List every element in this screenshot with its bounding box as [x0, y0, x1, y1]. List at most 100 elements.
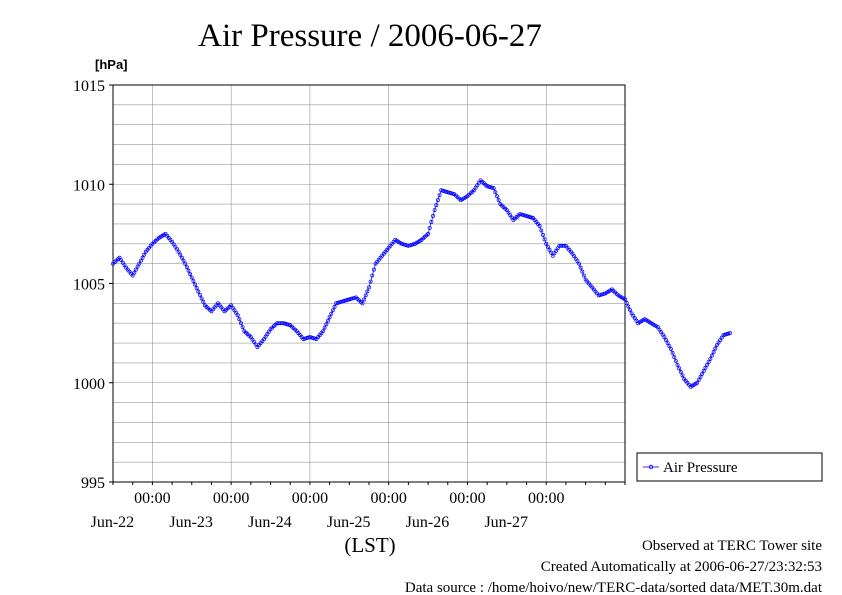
footer-site: Observed at TERC Tower site: [642, 538, 822, 554]
data-point: [710, 353, 714, 358]
data-point: [577, 261, 582, 266]
data-point: [680, 373, 685, 378]
data-point: [711, 350, 716, 354]
x-tick-date-label: Jun-27: [484, 514, 528, 531]
data-point: [324, 322, 329, 327]
data-point: [562, 243, 567, 248]
y-tick-label: 995: [81, 475, 105, 492]
data-point: [444, 189, 449, 194]
y-axis-unit: [hPa]: [95, 57, 128, 72]
data-point: [728, 331, 732, 336]
legend: Air Pressure: [636, 452, 823, 482]
data-point: [429, 220, 434, 224]
data-point: [522, 213, 527, 218]
data-point: [186, 268, 191, 273]
data-point: [189, 275, 194, 280]
data-point: [360, 301, 365, 306]
data-point: [371, 267, 376, 272]
data-point: [368, 279, 373, 284]
y-tick-label: 1000: [73, 376, 105, 393]
x-axis: 00:00Jun-2200:00Jun-2300:00Jun-2400:00Ju…: [91, 482, 626, 531]
data-point: [411, 242, 416, 247]
data-point: [406, 243, 411, 248]
x-tick-date-label: Jun-22: [91, 514, 135, 531]
x-tick-date-label: Jun-23: [169, 514, 213, 531]
data-point: [542, 237, 547, 242]
data-point: [350, 296, 355, 301]
footer-source: Data source : /home/hoivo/new/TERC-data/…: [405, 580, 823, 595]
data-point: [132, 270, 137, 275]
data-point: [188, 272, 193, 277]
data-point: [578, 265, 583, 270]
y-tick-label: 1015: [73, 78, 105, 95]
data-point: [486, 184, 491, 189]
data-point: [237, 317, 242, 322]
data-point: [140, 255, 145, 260]
data-point: [342, 298, 347, 303]
data-point: [363, 293, 368, 298]
x-tick-date-label: Jun-26: [406, 514, 450, 531]
data-point: [695, 380, 700, 385]
data-point: [545, 244, 550, 249]
data-point: [703, 365, 708, 370]
data-point: [179, 255, 184, 260]
data-point: [434, 203, 439, 208]
data-point: [334, 301, 339, 306]
x-tick-date-label: Jun-24: [248, 514, 292, 531]
data-point: [137, 261, 142, 266]
data-point: [307, 335, 312, 340]
data-point: [726, 331, 731, 336]
data-point: [677, 366, 682, 371]
y-tick-label: 1010: [73, 177, 105, 194]
x-axis-label: (LST): [344, 533, 395, 557]
data-point: [181, 258, 186, 263]
footer-created: Created Automatically at 2006-06-27/23:3…: [541, 559, 822, 575]
data-point: [327, 315, 332, 320]
data-point: [495, 194, 499, 199]
data-point: [199, 296, 204, 301]
data-point: [312, 336, 317, 341]
data-point: [135, 264, 140, 269]
data-point: [286, 322, 291, 327]
data-point: [309, 335, 314, 340]
data-point: [330, 308, 335, 313]
data-point: [547, 247, 552, 252]
data-point: [701, 368, 706, 373]
legend-label: Air Pressure: [663, 460, 738, 476]
y-axis: 1015 1010 1005 1000 995: [73, 78, 113, 492]
data-point: [667, 344, 672, 348]
data-point: [362, 297, 367, 302]
data-point: [485, 184, 490, 189]
data-point: [580, 269, 585, 274]
data-point: [340, 299, 345, 304]
data-point: [285, 322, 289, 327]
data-point: [490, 185, 495, 190]
data-point: [332, 304, 337, 309]
data-point: [198, 292, 202, 297]
data-point: [432, 208, 437, 212]
data-point: [529, 215, 534, 220]
data-point: [337, 300, 342, 305]
data-point: [601, 291, 606, 296]
data-point: [431, 214, 435, 218]
data-point: [708, 356, 713, 361]
data-point: [675, 362, 680, 367]
data-point: [541, 232, 545, 237]
x-tick-time-label: 00:00: [213, 490, 249, 507]
data-point: [183, 261, 188, 266]
data-point: [696, 377, 701, 382]
data-point: [596, 293, 601, 298]
data-point: [178, 252, 183, 257]
data-point: [130, 273, 135, 278]
data-point: [326, 318, 330, 323]
data-point: [426, 231, 431, 236]
data-point: [345, 297, 350, 302]
data-point: [449, 191, 453, 196]
data-point: [184, 265, 189, 270]
data-point: [335, 300, 340, 305]
data-point: [698, 374, 703, 379]
data-point: [672, 354, 677, 359]
data-point: [321, 329, 325, 334]
data-point: [201, 299, 206, 304]
